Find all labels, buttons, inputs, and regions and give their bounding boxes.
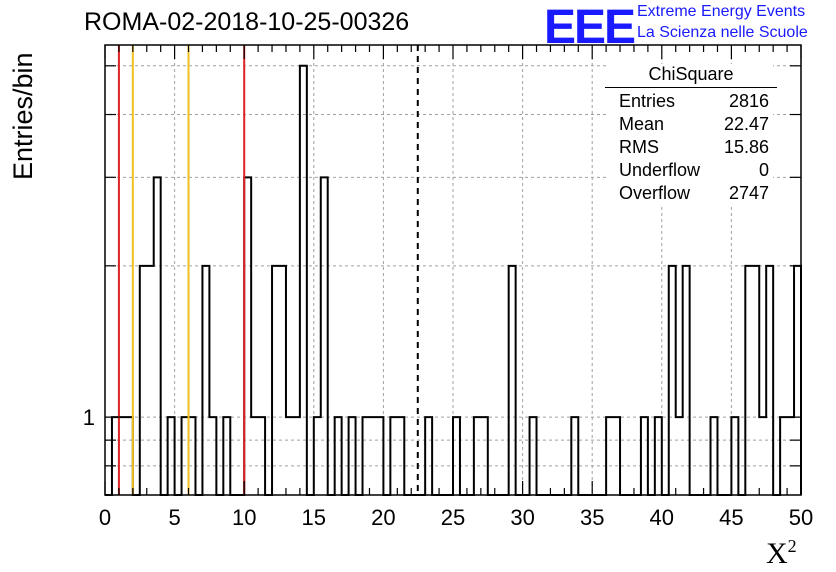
histogram-bin: [474, 417, 481, 495]
histogram-bin: [189, 417, 196, 495]
histogram-bin: [369, 417, 376, 495]
x-tick-label: 30: [510, 505, 534, 530]
histogram-bin: [244, 177, 251, 495]
stats-row-overflow: Overflow 2747: [609, 182, 773, 205]
x-tick-label: 20: [371, 505, 395, 530]
histogram-bin: [453, 417, 460, 495]
stats-label: Overflow: [619, 183, 691, 203]
stats-row-underflow: Underflow 0: [609, 159, 773, 182]
histogram-bin: [147, 266, 154, 495]
histogram-bin: [119, 417, 126, 495]
histogram-bin: [272, 266, 279, 495]
histogram-bin: [425, 417, 432, 495]
histogram-bin: [258, 417, 265, 495]
histogram-bin: [731, 417, 738, 495]
x-tick-label: 0: [99, 505, 111, 530]
stats-label: Underflow: [619, 160, 701, 180]
histogram-bin: [168, 417, 175, 495]
eee-logo: EEE: [544, 1, 636, 54]
histogram-bin: [530, 417, 537, 495]
histogram-bin: [182, 417, 189, 495]
y-axis-label: Entries/bin: [8, 52, 38, 180]
histogram-bin: [363, 417, 370, 495]
x-axis-label-exponent: 2: [787, 536, 797, 556]
x-tick-label: 25: [441, 505, 465, 530]
histogram-bin: [251, 417, 258, 495]
y-tick-label: 1: [83, 405, 95, 430]
chart-title: ROMA-02-2018-10-25-00326: [84, 8, 410, 36]
histogram-bin: [794, 266, 801, 495]
stats-label: Entries: [619, 91, 676, 111]
stats-row-rms: RMS 15.86: [609, 136, 773, 159]
histogram-bin: [745, 266, 752, 495]
stats-label: RMS: [619, 137, 659, 157]
histogram-bin: [752, 266, 759, 495]
histogram-bin: [613, 417, 620, 495]
histogram-bin: [140, 266, 147, 495]
stats-row-mean: Mean 22.47: [609, 113, 773, 136]
histogram-bin: [509, 266, 516, 495]
stats-box: ChiSquare Entries 2816 Mean 22.47 RMS 15…: [605, 64, 777, 205]
histogram-bin: [209, 417, 216, 495]
histogram-bin: [683, 266, 690, 495]
x-tick-label: 35: [580, 505, 604, 530]
histogram-bin: [676, 417, 683, 495]
histogram-bin: [641, 417, 648, 495]
stats-value: 2747: [728, 183, 769, 203]
histogram-bin: [335, 417, 342, 495]
histogram-bin: [571, 417, 578, 495]
histogram-bin: [766, 266, 773, 495]
histogram-bin: [293, 417, 300, 495]
histogram-bin: [286, 417, 293, 495]
histogram-bin: [606, 417, 613, 495]
histogram-bin: [390, 417, 397, 495]
histogram-bin: [154, 177, 161, 495]
stats-title: ChiSquare: [605, 64, 777, 88]
histogram-bin: [669, 266, 676, 495]
x-tick-label: 45: [719, 505, 743, 530]
stats-value: 15.86: [723, 137, 769, 157]
histogram-bin: [126, 417, 133, 495]
x-tick-label: 5: [168, 505, 180, 530]
histogram-bin: [279, 266, 286, 495]
x-tick-label: 50: [789, 505, 813, 530]
histogram-bin: [759, 417, 766, 495]
histogram-bin: [349, 417, 356, 495]
histogram-bin: [481, 417, 488, 495]
logo-subtitle-2: La Scienza nelle Scuole: [637, 24, 808, 41]
histogram-bin: [112, 417, 119, 495]
x-axis-label: X2: [766, 536, 797, 571]
logo-subtitle-1: Extreme Energy Events: [637, 3, 806, 20]
histogram-bin: [376, 417, 383, 495]
histogram-bin: [780, 417, 787, 495]
x-tick-label: 10: [232, 505, 256, 530]
stats-row-entries: Entries 2816: [609, 90, 773, 113]
histogram-bin: [223, 417, 230, 495]
x-tick-label: 40: [650, 505, 674, 530]
stats-value: 22.47: [723, 114, 769, 134]
histogram-bin: [321, 177, 328, 495]
histogram-bin: [655, 417, 662, 495]
histogram-bin: [787, 417, 794, 495]
x-tick-label: 15: [302, 505, 326, 530]
histogram-bin: [711, 417, 718, 495]
histogram-bin: [397, 417, 404, 495]
stats-value: 2816: [728, 91, 769, 111]
histogram-bin: [300, 66, 307, 495]
stats-label: Mean: [619, 114, 665, 134]
histogram-bin: [202, 266, 209, 495]
x-axis-label-base: X: [766, 537, 788, 570]
stats-value: 0: [758, 160, 769, 180]
histogram-bin: [314, 417, 321, 495]
